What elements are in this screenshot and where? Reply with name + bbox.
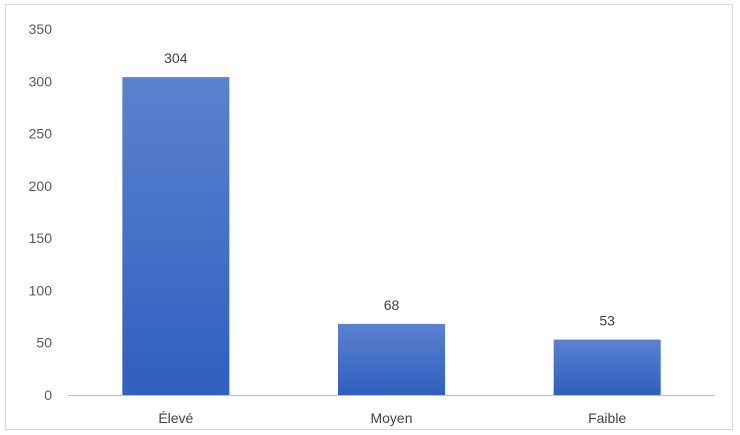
y-tick-label: 50	[36, 335, 52, 351]
y-tick-label: 150	[29, 230, 53, 246]
y-tick-label: 100	[29, 282, 53, 298]
y-axis-tick-labels: 0 50 100 150 200 250 300 350	[29, 21, 53, 403]
y-tick-label: 300	[29, 73, 53, 89]
data-label: 304	[164, 50, 188, 66]
x-tick-label: Moyen	[370, 410, 412, 426]
x-axis-category-labels: Élevé Moyen Faible	[158, 410, 626, 426]
bar	[338, 323, 445, 395]
data-label: 53	[599, 313, 615, 329]
y-tick-label: 200	[29, 178, 53, 194]
x-tick-label: Élevé	[158, 410, 193, 426]
bars-group	[122, 77, 661, 396]
x-tick-label: Faible	[588, 410, 626, 426]
y-tick-label: 250	[29, 126, 53, 142]
y-tick-label: 0	[44, 387, 52, 403]
data-label: 68	[384, 297, 400, 313]
data-labels-group: 304 68 53	[164, 50, 615, 328]
y-tick-label: 350	[29, 21, 53, 37]
bar	[122, 77, 230, 396]
bar	[553, 339, 661, 395]
